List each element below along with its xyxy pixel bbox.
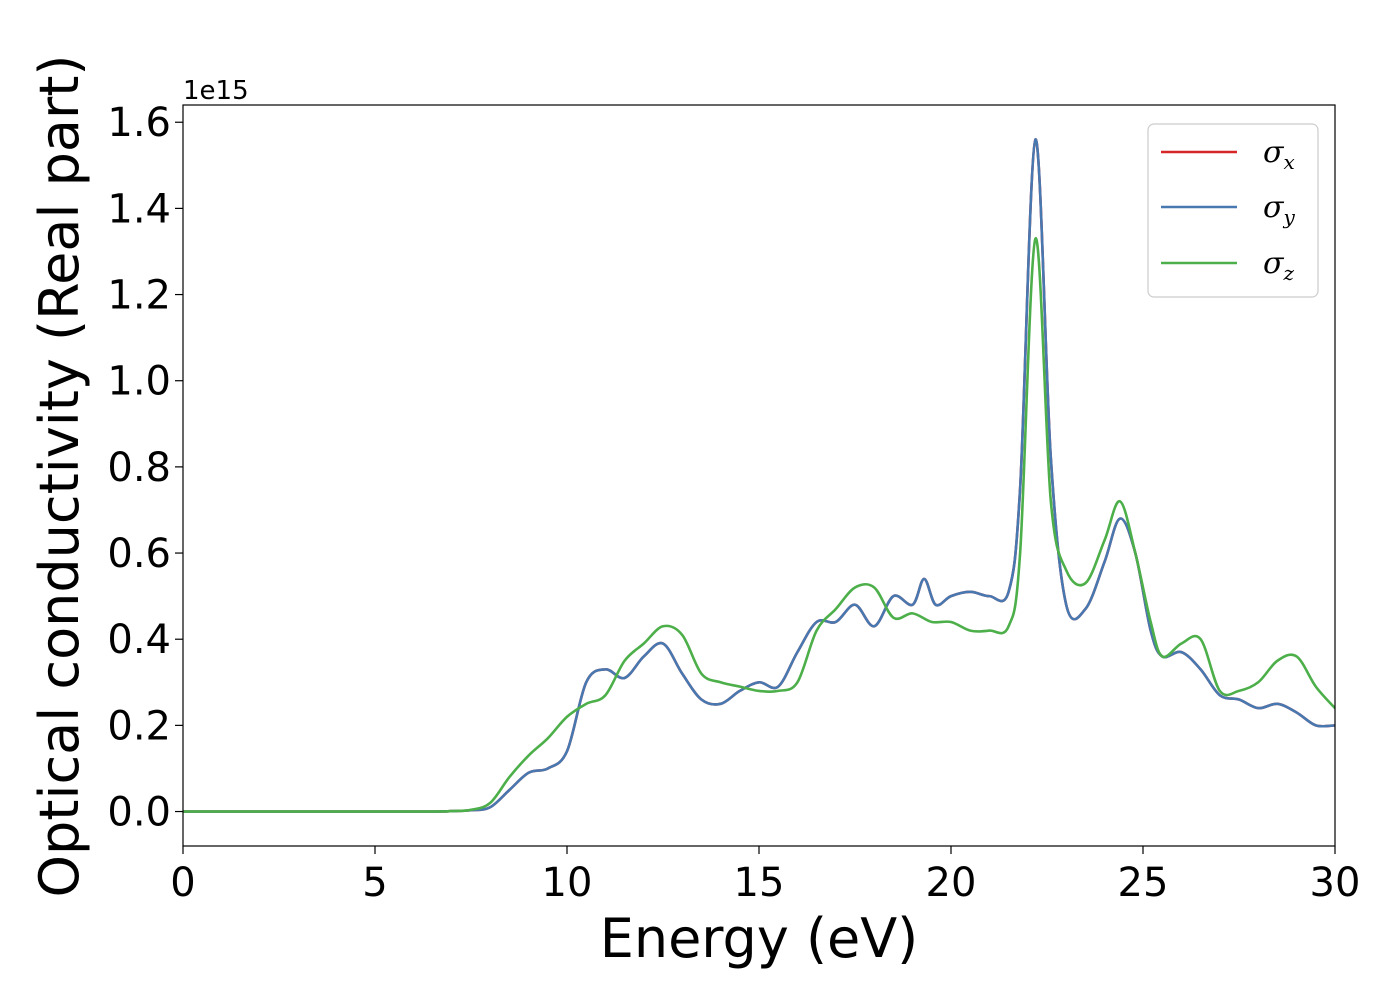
x-tick-label: 10 — [542, 860, 593, 906]
y-tick-label: 0.8 — [107, 445, 171, 491]
y-tick-label: 0.0 — [107, 790, 171, 836]
y-axis-title: Optical conductivity (Real part) — [28, 55, 91, 898]
x-tick-label: 20 — [926, 860, 977, 906]
y-axis: 0.0 0.2 0.4 0.6 0.8 1.0 1.2 1.4 1.6 — [107, 100, 183, 836]
x-tick-label: 0 — [170, 860, 195, 906]
y-tick-label: 1.6 — [107, 100, 171, 146]
x-tick-label: 5 — [362, 860, 387, 906]
x-axis-title: Energy (eV) — [600, 907, 919, 970]
series-layer — [183, 138, 1335, 813]
y-offset-label: 1e15 — [183, 76, 249, 106]
x-tick-label: 25 — [1118, 860, 1169, 906]
x-tick-label: 15 — [734, 860, 785, 906]
y-tick-label: 1.4 — [107, 186, 171, 232]
y-tick-label: 1.0 — [107, 359, 171, 405]
series-line-z — [183, 237, 1335, 813]
y-tick-label: 1.2 — [107, 273, 171, 319]
x-axis: 0 5 10 15 20 25 30 — [170, 846, 1360, 906]
y-tick-label: 0.6 — [107, 531, 171, 577]
legend-box — [1147, 123, 1319, 298]
y-tick-label: 0.2 — [107, 703, 171, 749]
y-tick-label: 0.4 — [107, 617, 171, 663]
x-tick-label: 30 — [1310, 860, 1361, 906]
